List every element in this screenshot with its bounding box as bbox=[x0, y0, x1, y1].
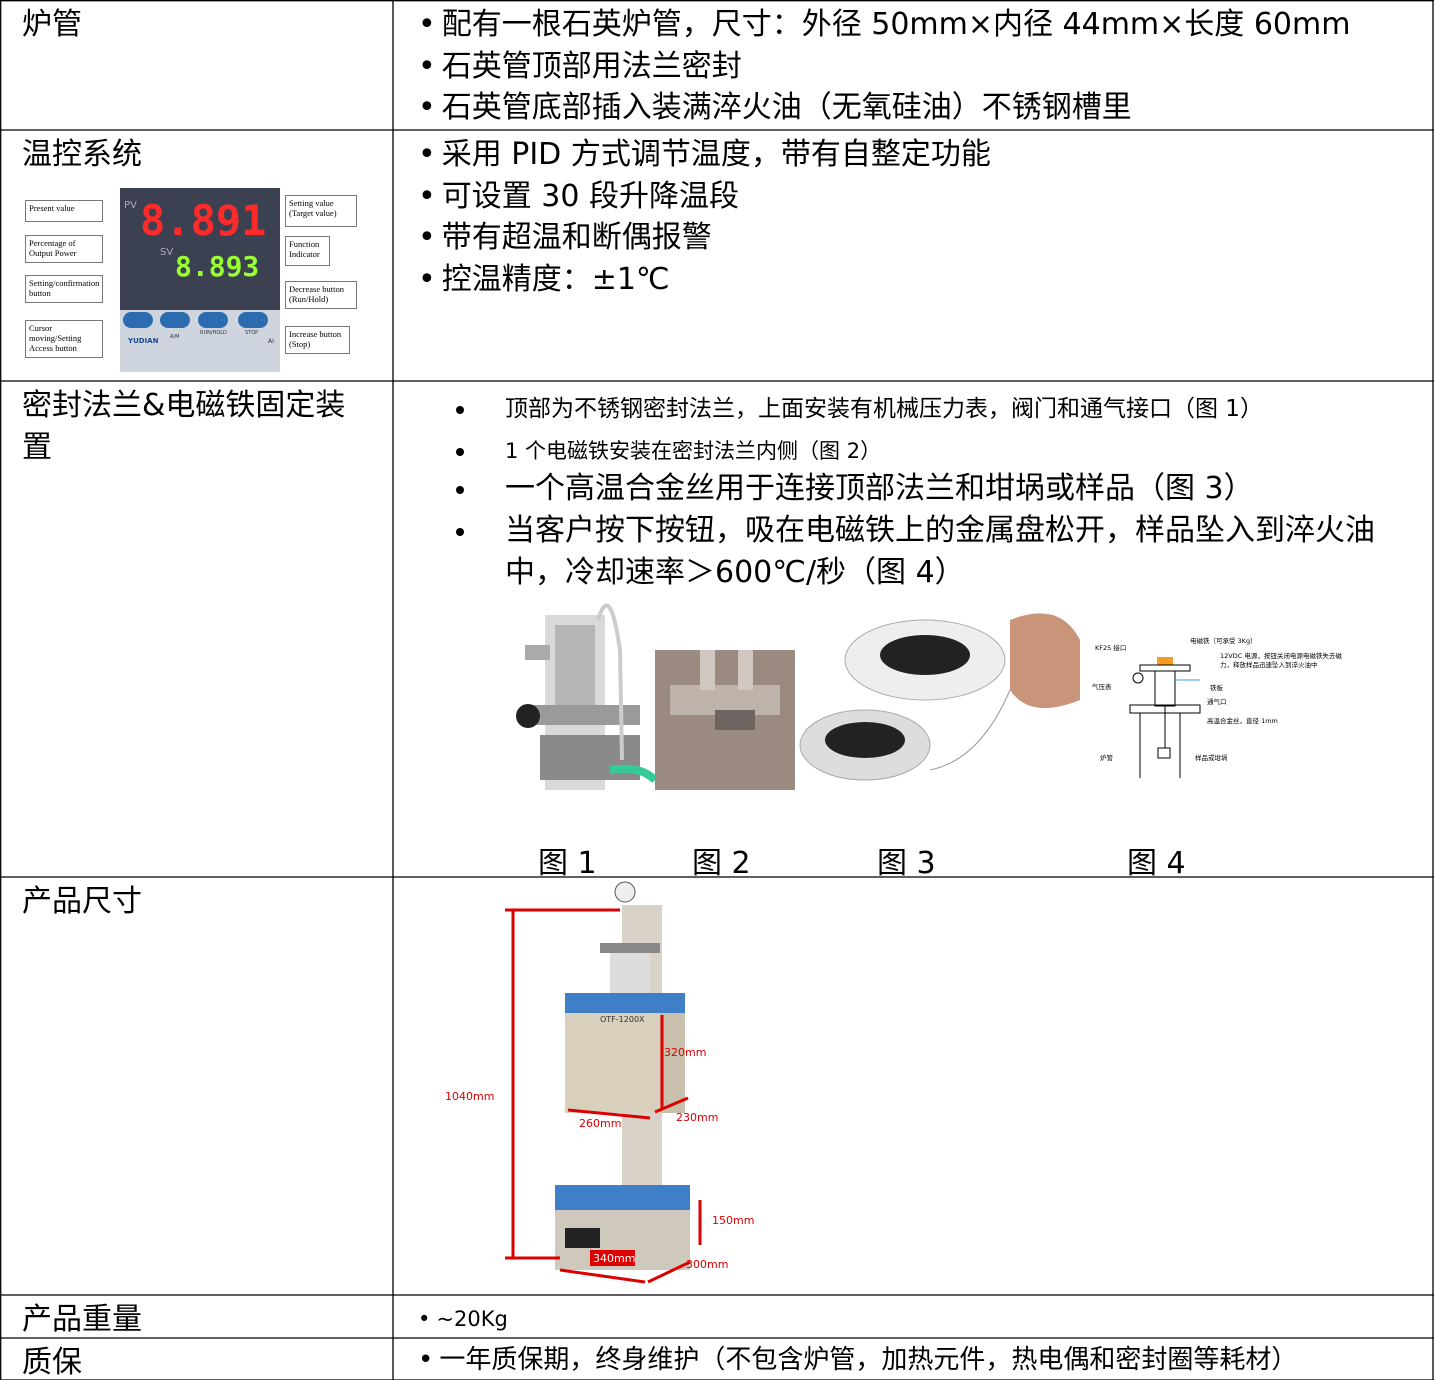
diagram-label: 炉管 bbox=[1100, 753, 1114, 762]
callout: Cursor moving/Setting Access button bbox=[25, 320, 103, 358]
key-label: RUN/HOLD bbox=[200, 330, 227, 336]
bullet-item: 石英管顶部用法兰密封 bbox=[418, 46, 742, 88]
display-label: SV bbox=[160, 247, 173, 258]
bullet-item: 顶部为不锈钢密封法兰，上面安装有机械压力表，阀门和通气接口（图 1） bbox=[505, 396, 1263, 422]
figure-caption: 图 3 bbox=[877, 846, 936, 881]
diagram-label: 高温合金丝，直径 1mm bbox=[1207, 716, 1278, 725]
bullet-item: 石英管底部插入装满淬火油（无氧硅油）不锈钢槽里 bbox=[418, 87, 1132, 129]
row-label: 密封法兰&电磁铁固定装置 bbox=[22, 388, 346, 465]
figure-caption: 图 1 bbox=[538, 846, 597, 881]
panel-part bbox=[238, 312, 268, 328]
panel-part bbox=[198, 312, 228, 328]
row-label: 质保 bbox=[22, 1345, 82, 1380]
figure-diagram bbox=[1129, 657, 1201, 778]
dimension-label: 320mm bbox=[664, 1046, 706, 1059]
bullet-item: 1 个电磁铁安装在密封法兰内侧（图 2） bbox=[505, 439, 882, 463]
bullet-disc bbox=[456, 406, 464, 414]
dimension-label: 340mm bbox=[593, 1252, 635, 1265]
bullet-disc bbox=[456, 528, 464, 536]
bullet-disc bbox=[456, 486, 464, 494]
diagram-label: 铁板 bbox=[1210, 683, 1224, 692]
sv-display: 8.893 bbox=[175, 250, 259, 283]
display-label: PV bbox=[124, 200, 137, 211]
callout: Increase button (Stop) bbox=[285, 326, 350, 354]
bullet-item: 当客户按下按钮，吸在电磁铁上的金属盘松开，样品坠入到淬火油中，冷却速率＞600℃… bbox=[505, 513, 1375, 590]
figure-caption: 图 4 bbox=[1127, 846, 1186, 881]
callout: Present value bbox=[25, 200, 103, 222]
figure-caption: 图 2 bbox=[692, 846, 751, 881]
bullet-item: 一个高温合金丝用于连接顶部法兰和坩埚或样品（图 3） bbox=[505, 471, 1254, 506]
callout: Decrease button (Run/Hold) bbox=[285, 281, 357, 309]
key-label: A/M bbox=[170, 334, 179, 340]
figure-flange bbox=[516, 603, 658, 790]
callout: Function Indicator bbox=[285, 236, 330, 266]
dimension-label: 260mm bbox=[579, 1117, 621, 1130]
product-model: OTF-1200X bbox=[600, 1015, 645, 1024]
diagram-label: 12VDC 电源，按钮关闭电源电磁铁失去磁 bbox=[1220, 651, 1342, 660]
bullet-item: 采用 PID 方式调节温度，带有自整定功能 bbox=[418, 134, 991, 176]
diagram-label: 通气口 bbox=[1207, 697, 1227, 706]
bullet-item: 可设置 30 段升降温段 bbox=[418, 176, 739, 218]
panel-part bbox=[120, 188, 280, 310]
row-label: 产品尺寸 bbox=[22, 884, 142, 919]
bullet-item: 控温精度：±1℃ bbox=[418, 259, 670, 301]
bullet-disc bbox=[456, 448, 464, 456]
diagram-label: 样品或坩埚 bbox=[1195, 753, 1228, 762]
diagram-label: 气压表 bbox=[1092, 682, 1112, 691]
row-label: 炉管 bbox=[22, 7, 82, 42]
diagram-label: 力，释放样品迅速坠入到淬火油中 bbox=[1220, 660, 1318, 669]
bullet-item: 一年质保期，终身维护（不包含炉管，加热元件，热电偶和密封圈等耗材） bbox=[418, 1343, 1297, 1377]
pv-display: 8.891 bbox=[140, 196, 266, 245]
diagram-label: 电磁铁（可承受 3Kg） bbox=[1190, 636, 1257, 645]
bullet-item: ~20Kg bbox=[418, 1304, 507, 1334]
key-label: STOP bbox=[245, 330, 258, 336]
row-label: 产品重量 bbox=[22, 1302, 142, 1337]
dimension-label: 300mm bbox=[686, 1258, 728, 1271]
diagram-label: KF25 接口 bbox=[1095, 643, 1126, 652]
figure-wire bbox=[799, 613, 1080, 781]
figure-magnet bbox=[655, 650, 795, 790]
callout: Percentage of Output Power bbox=[25, 235, 103, 263]
callout: Setting value (Target value) bbox=[285, 195, 357, 227]
brand: YUDIAN bbox=[127, 337, 159, 345]
figure-product bbox=[505, 881, 702, 1284]
panel-part bbox=[160, 312, 190, 328]
row-label: 温控系统 bbox=[22, 137, 142, 172]
model: AI bbox=[268, 338, 274, 345]
panel-part bbox=[123, 312, 153, 328]
dimension-label: 230mm bbox=[676, 1111, 718, 1124]
bullet-item: 配有一根石英炉管，尺寸：外径 50mm×内径 44mm×长度 60mm bbox=[418, 4, 1351, 46]
callout: Setting/confirmation button bbox=[25, 275, 103, 303]
bullet-item: 带有超温和断偶报警 bbox=[418, 217, 712, 259]
dimension-label: 150mm bbox=[712, 1214, 754, 1227]
dimension-label: 1040mm bbox=[445, 1090, 494, 1103]
